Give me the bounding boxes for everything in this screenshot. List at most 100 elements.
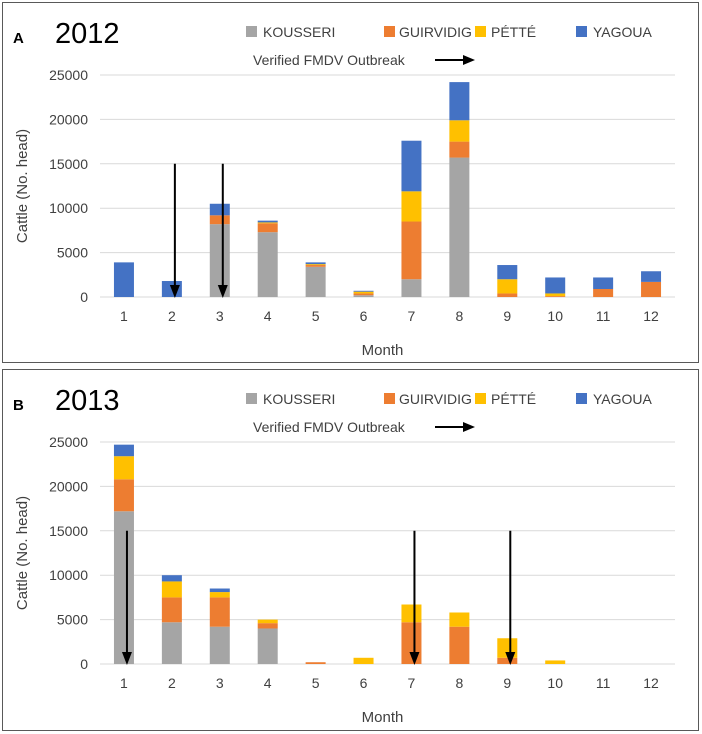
chart-b-legend-label-guirvidig: GUIRVIDIG [399, 391, 472, 407]
chart-b-bar-guirvidig-month-8 [449, 626, 470, 664]
chart-a-bar-yagoua-month-6 [353, 290, 374, 292]
chart-b-bar-guirvidig-month-4 [257, 623, 278, 629]
chart-a-x-tick-label: 3 [216, 308, 224, 324]
chart-a-panel-letter: A [13, 30, 24, 47]
chart-a-bar-kousseri-month-7 [401, 279, 422, 297]
chart-a-y-tick-label: 25000 [49, 67, 88, 83]
chart-b-x-tick-label: 11 [596, 675, 611, 691]
chart-b-bar-pétté-month-6 [353, 657, 374, 664]
chart-a-svg: A 2012 KOUSSERI GUIRVIDIG PÉTTÉ YAGOUAVerifie… [13, 18, 675, 359]
chart-b-bar-pétté-month-3 [209, 592, 230, 598]
chart-b-panel-letter: B [13, 397, 24, 414]
chart-a-legend-label-pétté: PÉTTÉ [491, 24, 536, 40]
chart-b-x-tick-label: 6 [360, 675, 368, 691]
chart-a-bar-pétté-month-7 [401, 191, 422, 222]
chart-b-bar-pétté-month-7 [401, 604, 422, 623]
chart-a-x-tick-label: 6 [360, 308, 368, 324]
chart-b-bar-kousseri-month-4 [257, 628, 278, 664]
chart-b-title: 2013 [55, 385, 120, 417]
chart-a-outbreak-arrow-head-month-3 [217, 285, 228, 298]
chart-a-annotation-text: Verified FMDV Outbreak [253, 52, 406, 68]
chart-a-bar-pétté-month-10 [545, 293, 566, 297]
chart-a-x-tick-label: 1 [120, 308, 128, 324]
chart-a-bar-yagoua-month-11 [593, 277, 614, 290]
chart-a-legend-swatch-pétté [475, 26, 486, 37]
chart-a-bar-pétté-month-5 [305, 264, 326, 266]
chart-a-x-tick-label: 4 [264, 308, 272, 324]
chart-a-bar-kousseri-month-3 [209, 224, 230, 297]
chart-b-x-tick-label: 4 [264, 675, 272, 691]
chart-a-bar-pétté-month-9 [497, 279, 518, 294]
chart-b-bar-pétté-month-1 [113, 456, 134, 480]
chart-b-bar-guirvidig-month-9 [497, 657, 518, 664]
chart-a-bar-kousseri-month-8 [449, 157, 470, 297]
chart-a-bar-kousseri-month-6 [353, 295, 374, 297]
chart-a-x-tick-label: 9 [503, 308, 511, 324]
chart-b-bar-guirvidig-month-2 [161, 597, 182, 623]
chart-a-bar-yagoua-month-3 [209, 203, 230, 216]
chart-b-legend-swatch-yagoua [576, 393, 587, 404]
chart-a-bar-yagoua-month-12 [641, 271, 662, 282]
chart-panel-a: A 2012 KOUSSERI GUIRVIDIG PÉTTÉ YAGOUA Verifie… [2, 2, 699, 363]
chart-a-bar-yagoua-month-5 [305, 262, 326, 265]
chart-a-y-tick-label: 15000 [49, 156, 88, 172]
chart-a-bar-guirvidig-month-12 [641, 281, 662, 297]
chart-a-annotation-arrow-head [463, 55, 475, 65]
chart-b-x-tick-label: 1 [120, 675, 128, 691]
chart-b-bar-kousseri-month-1 [113, 511, 134, 664]
chart-a-x-tick-label: 12 [643, 308, 659, 324]
chart-a-bar-yagoua-month-1 [113, 262, 134, 297]
chart-a-x-tick-label: 7 [408, 308, 416, 324]
chart-a-bar-guirvidig-month-7 [401, 221, 422, 280]
chart-b-legend-label-pétté: PÉTTÉ [491, 391, 536, 407]
chart-b-bar-pétté-month-2 [161, 581, 182, 598]
chart-a-bar-guirvidig-month-5 [305, 265, 326, 267]
chart-a-legend-swatch-guirvidig [384, 26, 395, 37]
chart-a-y-axis-title: Cattle (No. head) [14, 129, 31, 243]
chart-a-x-axis-title: Month [362, 342, 404, 359]
chart-b-y-tick-label: 0 [80, 656, 88, 672]
chart-a-bar-yagoua-month-8 [449, 82, 470, 121]
chart-a-bar-pétté-month-8 [449, 120, 470, 142]
chart-b-x-tick-label: 9 [503, 675, 511, 691]
chart-b-legend-label-yagoua: YAGOUA [593, 391, 653, 407]
chart-b-x-tick-label: 3 [216, 675, 224, 691]
chart-a-bar-yagoua-month-7 [401, 140, 422, 192]
chart-b-annotation-arrow-head [463, 422, 475, 432]
chart-b-x-tick-label: 8 [455, 675, 463, 691]
chart-a-x-tick-label: 10 [547, 308, 563, 324]
chart-b-bar-pétté-month-4 [257, 619, 278, 624]
chart-panel-b: B 2013 KOUSSERI GUIRVIDIG PÉTTÉ YAGOUA Verifie… [2, 369, 699, 731]
chart-b-bar-guirvidig-month-1 [113, 479, 134, 512]
chart-a-bar-yagoua-month-4 [257, 220, 278, 223]
chart-b-y-tick-label: 20000 [49, 478, 88, 494]
chart-b-bar-guirvidig-month-7 [401, 622, 422, 664]
chart-b-y-tick-label: 25000 [49, 434, 88, 450]
chart-a-bar-yagoua-month-9 [497, 265, 518, 280]
chart-b-x-tick-label: 10 [547, 675, 563, 691]
chart-b-bar-pétté-month-8 [449, 612, 470, 627]
chart-a-y-tick-label: 5000 [57, 245, 88, 261]
chart-a-bar-kousseri-month-4 [257, 232, 278, 297]
chart-b-svg: B 2013 KOUSSERI GUIRVIDIG PÉTTÉ YAGOUAVerifie… [13, 385, 675, 726]
chart-a-x-tick-label: 5 [312, 308, 320, 324]
chart-b-bar-guirvidig-month-5 [305, 662, 326, 664]
chart-b-bar-yagoua-month-2 [161, 575, 182, 582]
chart-a-bar-guirvidig-month-3 [209, 215, 230, 225]
chart-a-y-tick-label: 0 [80, 289, 88, 305]
chart-b-x-axis-title: Month [362, 709, 404, 726]
chart-b-y-tick-label: 10000 [49, 567, 88, 583]
chart-b-legend-swatch-kousseri [246, 393, 257, 404]
chart-b-bar-kousseri-month-2 [161, 622, 182, 664]
chart-a-y-tick-label: 20000 [49, 111, 88, 127]
chart-b-annotation-text: Verified FMDV Outbreak [253, 419, 406, 435]
chart-b-outbreak-arrow-head-month-7 [409, 652, 420, 665]
chart-b-bar-yagoua-month-3 [209, 588, 230, 593]
chart-a-legend-swatch-yagoua [576, 26, 587, 37]
chart-b-x-tick-label: 2 [168, 675, 176, 691]
chart-b-x-tick-label: 12 [643, 675, 659, 691]
chart-b-bar-yagoua-month-1 [113, 444, 134, 457]
chart-a-bar-guirvidig-month-11 [593, 289, 614, 297]
chart-a-legend-swatch-kousseri [246, 26, 257, 37]
chart-b-legend-swatch-guirvidig [384, 393, 395, 404]
